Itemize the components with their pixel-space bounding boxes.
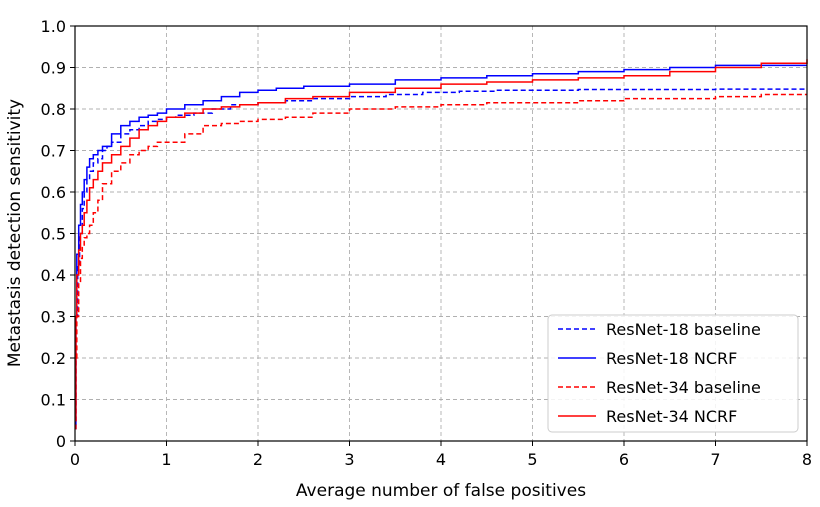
- y-tick-label: 0: [56, 432, 66, 451]
- legend-label: ResNet-34 baseline: [606, 378, 761, 397]
- x-tick-label: 6: [619, 450, 629, 469]
- series-layer: [75, 59, 808, 430]
- series-line-resnet-34-baseline: [75, 93, 807, 430]
- y-tick-label: 1.0: [41, 17, 66, 36]
- y-tick-label: 0.5: [41, 225, 66, 244]
- x-tick-label: 1: [161, 450, 171, 469]
- legend-label: ResNet-34 NCRF: [606, 407, 737, 426]
- y-axis-label: Metastasis detection sensitivity: [5, 99, 25, 367]
- x-tick-label: 0: [70, 450, 80, 469]
- legend: ResNet-18 baseline ResNet-18 NCRF ResNet-3…: [547, 314, 799, 433]
- x-tick-label: 8: [802, 450, 812, 469]
- y-tick-label: 0.7: [41, 142, 66, 161]
- legend-label: ResNet-18 NCRF: [606, 349, 737, 368]
- x-tick-label: 4: [436, 450, 446, 469]
- y-tick-label: 0.1: [41, 391, 66, 410]
- series-line-resnet-18-ncrf: [75, 64, 807, 426]
- series-line-resnet-18-baseline: [75, 88, 807, 430]
- x-tick-label: 2: [253, 450, 263, 469]
- legend-label: ResNet-18 baseline: [606, 320, 761, 339]
- x-tick-label: 7: [710, 450, 720, 469]
- y-tick-label: 0.2: [41, 349, 66, 368]
- ticks: 0 1 2 3 4 5 6 7 8 0 0.1 0.2 0.3 0.4 0.5 0.6 0.7 0.8 0.9 1.0: [41, 17, 813, 469]
- y-tick-label: 0.6: [41, 183, 66, 202]
- series-line-resnet-34-ncrf: [75, 59, 808, 422]
- legend-box: [547, 314, 799, 433]
- y-tick-label: 0.3: [41, 308, 66, 327]
- x-tick-label: 5: [527, 450, 537, 469]
- x-axis-label: Average number of false positives: [296, 481, 586, 501]
- y-tick-label: 0.9: [41, 59, 66, 78]
- y-tick-label: 0.8: [41, 100, 66, 119]
- y-tick-label: 0.4: [41, 266, 66, 285]
- x-tick-label: 3: [344, 450, 354, 469]
